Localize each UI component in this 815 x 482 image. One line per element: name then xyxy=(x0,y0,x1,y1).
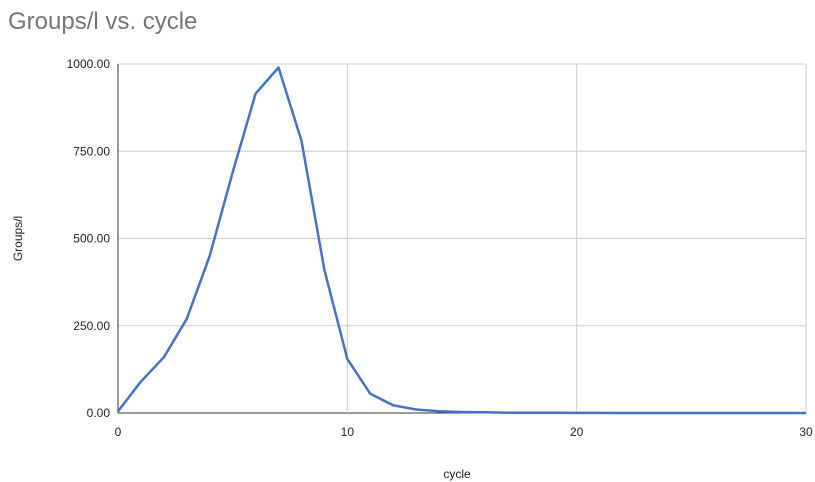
y-tick-label: 1000.00 xyxy=(67,57,111,71)
y-tick-label: 0.00 xyxy=(87,406,111,420)
x-tick-label: 0 xyxy=(115,425,122,439)
y-tick-labels: 0.00 250.00 500.00 750.00 1000.00 xyxy=(67,57,111,420)
x-tick-label: 20 xyxy=(570,425,584,439)
x-tick-label: 10 xyxy=(341,425,355,439)
y-tick-label: 250.00 xyxy=(73,319,110,333)
gridlines xyxy=(117,63,807,414)
x-axis-title: cycle xyxy=(443,467,471,481)
y-axis-title: Groups/l xyxy=(11,216,25,261)
y-tick-label: 750.00 xyxy=(73,144,110,158)
chart-title: Groups/l vs. cycle xyxy=(8,8,198,35)
x-tick-label: 30 xyxy=(799,425,813,439)
x-tick-labels: 0 10 20 30 xyxy=(115,425,813,439)
series-line xyxy=(117,66,806,415)
series-lines xyxy=(117,66,806,415)
y-tick-label: 500.00 xyxy=(73,232,110,246)
